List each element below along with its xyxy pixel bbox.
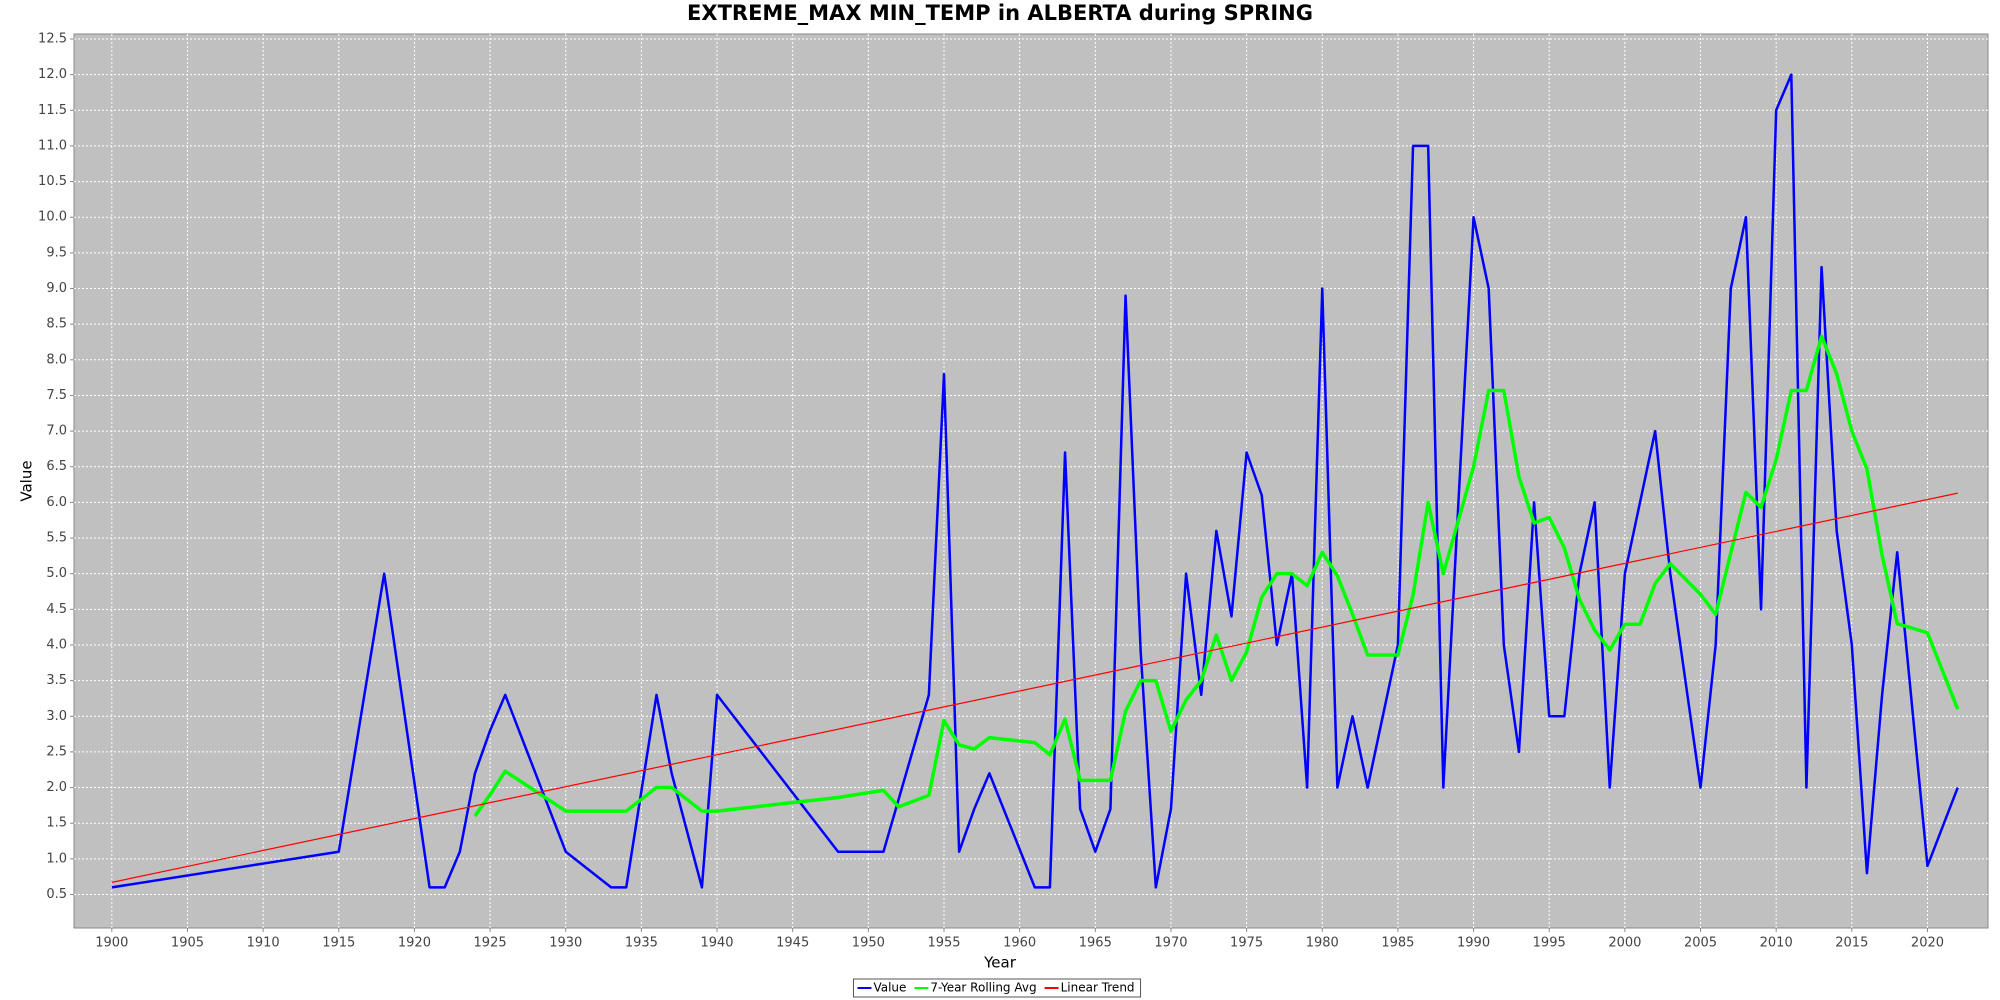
y-tick-label: 2.5 (46, 744, 67, 759)
data-line (473, 334, 1960, 818)
x-tick-label: 1920 (398, 936, 431, 951)
y-tick-label: 0.5 (46, 887, 67, 902)
y-axis-label: Value (18, 460, 36, 501)
x-tick-label: 1905 (171, 936, 204, 951)
y-tick-label: 3.5 (46, 673, 67, 688)
x-tick-label: 1975 (1230, 936, 1263, 951)
legend-label: Value (873, 981, 906, 995)
x-tick-label: 1965 (1079, 936, 1112, 951)
y-tick-label: 12.0 (38, 67, 67, 82)
x-tick-label: 1910 (247, 936, 280, 951)
y-tick-label: 8.5 (46, 317, 67, 332)
plot-area (73, 33, 1989, 929)
y-tick-label: 7.0 (46, 424, 67, 439)
y-tick-label: 5.5 (46, 531, 67, 546)
x-tick-label: 1935 (625, 936, 658, 951)
x-tick-label: 1985 (1381, 936, 1414, 951)
y-tick-label: 5.0 (46, 566, 67, 581)
y-tick-label: 1.5 (46, 816, 67, 831)
y-tick-label: 4.5 (46, 602, 67, 617)
legend-label: 7-Year Rolling Avg (930, 981, 1036, 995)
x-tick-label: 2005 (1684, 936, 1717, 951)
y-tick-label: 7.5 (46, 388, 67, 403)
y-tick-label: 2.0 (46, 780, 67, 795)
y-tick-label: 12.5 (38, 31, 67, 46)
legend-box (852, 978, 1142, 998)
legend: Value 7-Year Rolling Avg Linear Trend (852, 978, 1142, 998)
data-line (111, 73, 1959, 889)
x-tick-label: 1925 (474, 936, 507, 951)
y-tick-label: 6.0 (46, 495, 67, 510)
data-line (111, 492, 1958, 883)
y-tick-label: 3.0 (46, 709, 67, 724)
x-tick-label: 1940 (700, 936, 733, 951)
x-axis-label: Year (983, 954, 1017, 972)
y-tick-label: 11.5 (38, 103, 67, 118)
y-tick-label: 4.0 (46, 637, 67, 652)
y-tick-label: 1.0 (46, 851, 67, 866)
chart-title: EXTREME_MAX MIN_TEMP in ALBERTA during S… (687, 1, 1313, 25)
x-tick-label: 1980 (1306, 936, 1339, 951)
x-tick-label: 1990 (1457, 936, 1490, 951)
y-tick-label: 9.5 (46, 245, 67, 260)
y-tick-label: 10.0 (38, 210, 67, 225)
x-tick-label: 2020 (1911, 936, 1944, 951)
y-tick-label: 9.0 (46, 281, 67, 296)
x-tick-label: 1930 (549, 936, 582, 951)
legend-label: Linear Trend (1061, 981, 1135, 995)
x-tick-label: 2010 (1760, 936, 1793, 951)
x-tick-label: 1950 (852, 936, 885, 951)
x-tick-label: 2000 (1608, 936, 1641, 951)
x-tick-label: 2015 (1835, 936, 1868, 951)
x-tick-label: 1960 (1003, 936, 1036, 951)
x-tick-label: 1915 (322, 936, 355, 951)
x-tick-label: 1900 (95, 936, 128, 951)
y-tick-label: 10.5 (38, 174, 67, 189)
x-tick-label: 1995 (1533, 936, 1566, 951)
y-tick-label: 6.5 (46, 459, 67, 474)
y-tick-label: 8.0 (46, 352, 67, 367)
x-tick-label: 1945 (776, 936, 809, 951)
x-tick-label: 1970 (1154, 936, 1187, 951)
y-tick-label: 11.0 (38, 138, 67, 153)
x-tick-label: 1955 (927, 936, 960, 951)
